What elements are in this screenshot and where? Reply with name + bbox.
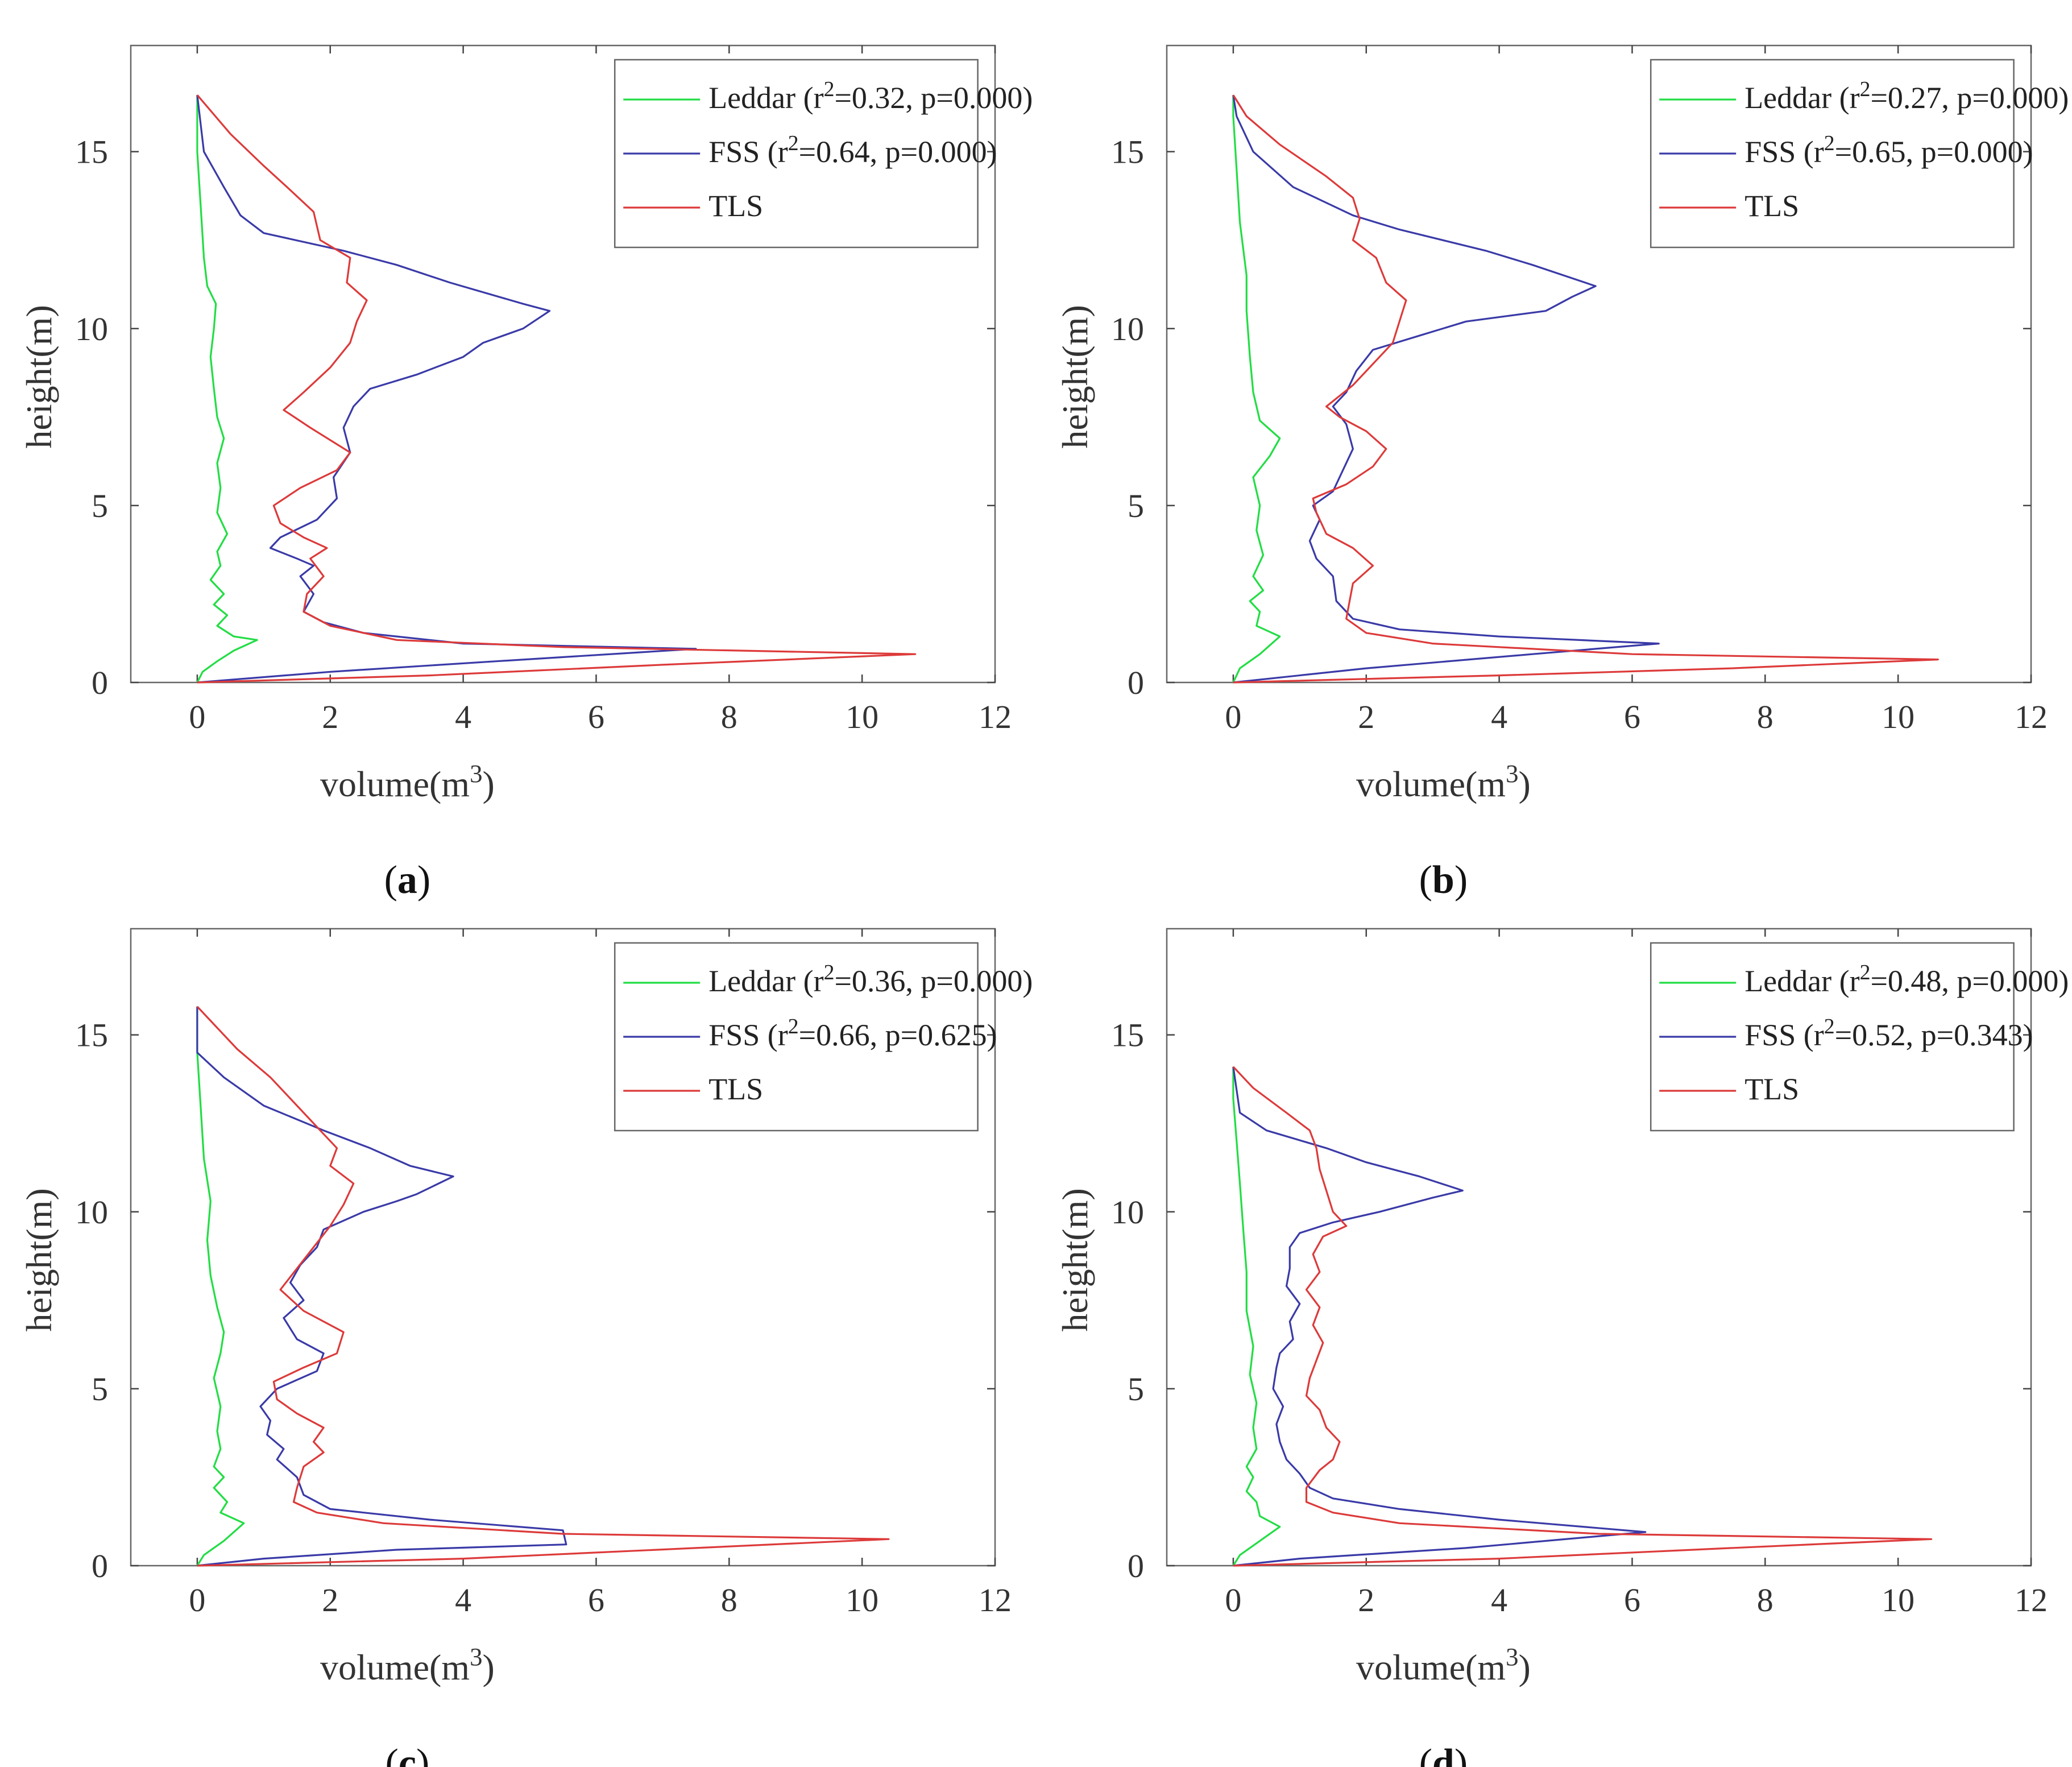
x-tick-label: 8 — [721, 698, 737, 735]
x-axis-title: volume(m3) — [320, 759, 495, 804]
x-tick-label: 8 — [1757, 1582, 1773, 1619]
series-line-leddar — [196, 1006, 245, 1566]
series-line-tls — [1232, 1066, 1933, 1567]
legend-label-leddar: Leddar (r2=0.36, p=0.000) — [708, 961, 1033, 998]
legend-label-leddar: Leddar (r2=0.32, p=0.000) — [708, 77, 1033, 115]
series-line-leddar — [196, 95, 258, 683]
series-line-leddar — [1232, 95, 1281, 683]
x-axis-title: volume(m3) — [1356, 1642, 1531, 1687]
y-tick-label: 0 — [1128, 664, 1144, 701]
subfigure-label: (b) — [1419, 858, 1468, 902]
y-tick-label: 0 — [92, 664, 108, 701]
x-tick-label: 0 — [189, 698, 205, 735]
x-tick-label: 0 — [1225, 698, 1241, 735]
chart-svg-d: 0 2 4 6 8 10 12 0 5 10 15 volume(m3) height(m) Leddar… — [1055, 928, 2069, 1767]
x-tick-label: 12 — [2015, 1582, 2048, 1619]
y-tick-label: 10 — [75, 1194, 108, 1231]
y-tick-label: 5 — [92, 1371, 108, 1408]
series-line-fss — [196, 1006, 567, 1567]
y-tick-label: 5 — [92, 487, 108, 524]
y-tick-label: 5 — [1128, 1371, 1144, 1408]
x-tick-label: 12 — [979, 698, 1012, 735]
series-line-leddar — [1232, 1066, 1281, 1566]
y-tick-label: 15 — [75, 1017, 108, 1054]
x-tick-label: 6 — [1624, 698, 1640, 735]
x-tick-label: 8 — [721, 1582, 737, 1619]
series-line-tls — [196, 1005, 890, 1567]
series-line-fss — [1232, 1066, 1647, 1567]
legend-label-tls: TLS — [708, 1072, 763, 1106]
plot-frame — [1166, 44, 2032, 684]
y-axis-title: height(m) — [1055, 1188, 1095, 1331]
x-axis-title: volume(m3) — [1356, 759, 1531, 804]
series-line-tls — [1232, 94, 1939, 684]
subfigure-label: (d) — [1419, 1741, 1468, 1767]
legend-label-fss: FSS (r2=0.52, p=0.343) — [1744, 1015, 2033, 1052]
legend-label-fss: FSS (r2=0.64, p=0.000) — [708, 131, 997, 169]
legend-label-fss: FSS (r2=0.65, p=0.000) — [1744, 131, 2033, 169]
y-axis-title: height(m) — [1055, 305, 1095, 448]
y-axis-title: height(m) — [19, 305, 59, 448]
x-tick-label: 10 — [846, 1582, 878, 1619]
x-tick-label: 10 — [846, 698, 878, 735]
legend-label-leddar: Leddar (r2=0.48, p=0.000) — [1744, 961, 2069, 998]
x-tick-label: 0 — [189, 1582, 205, 1619]
x-tick-label: 2 — [1358, 1582, 1374, 1619]
plot-frame — [1166, 928, 2032, 1567]
chart-svg-b: 0 2 4 6 8 10 12 0 5 10 15 volume(m3) height(m) Leddar… — [1055, 44, 2069, 902]
y-tick-label: 15 — [1111, 1017, 1144, 1054]
subfigure-label: (c) — [386, 1741, 430, 1767]
chart-panel-a: 0 2 4 6 8 10 12 0 5 10 15 volume(m3) height(m) Leddar… — [0, 0, 1036, 902]
legend-label-tls: TLS — [1744, 189, 1799, 223]
x-tick-label: 6 — [1624, 1582, 1640, 1619]
x-tick-label: 0 — [1225, 1582, 1241, 1619]
x-tick-label: 10 — [1882, 698, 1914, 735]
subfigure-label: (a) — [384, 858, 431, 902]
y-tick-label: 0 — [1128, 1547, 1144, 1584]
chart-svg-a: 0 2 4 6 8 10 12 0 5 10 15 volume(m3) height(m) Leddar… — [19, 44, 1033, 902]
x-tick-label: 2 — [1358, 698, 1374, 735]
y-tick-label: 0 — [92, 1547, 108, 1584]
x-tick-label: 12 — [2015, 698, 2048, 735]
x-tick-label: 6 — [588, 698, 604, 735]
x-tick-label: 4 — [455, 1582, 471, 1619]
legend-label-tls: TLS — [708, 189, 763, 223]
chart-panel-c: 0 2 4 6 8 10 12 0 5 10 15 volume(m3) height(m) Leddar… — [0, 883, 1036, 1767]
legend-label-leddar: Leddar (r2=0.27, p=0.000) — [1744, 77, 2069, 115]
chart-panel-b: 0 2 4 6 8 10 12 0 5 10 15 volume(m3) height(m) Leddar… — [1036, 0, 2072, 902]
y-tick-label: 15 — [1111, 134, 1144, 171]
chart-panel-d: 0 2 4 6 8 10 12 0 5 10 15 volume(m3) height(m) Leddar… — [1036, 883, 2072, 1767]
x-tick-label: 6 — [588, 1582, 604, 1619]
plot-frame — [130, 928, 996, 1567]
x-tick-label: 4 — [1491, 1582, 1507, 1619]
series-line-tls — [196, 94, 917, 684]
x-tick-label: 2 — [322, 698, 338, 735]
x-tick-label: 10 — [1882, 1582, 1914, 1619]
series-line-fss — [1232, 94, 1660, 684]
y-tick-label: 10 — [75, 311, 108, 347]
plot-frame — [130, 44, 996, 684]
x-tick-label: 8 — [1757, 698, 1773, 735]
legend-label-fss: FSS (r2=0.66, p=0.625) — [708, 1015, 997, 1052]
legend-label-tls: TLS — [1744, 1072, 1799, 1106]
x-tick-label: 4 — [455, 698, 471, 735]
y-tick-label: 5 — [1128, 487, 1144, 524]
x-tick-label: 12 — [979, 1582, 1012, 1619]
x-tick-label: 2 — [322, 1582, 338, 1619]
y-tick-label: 15 — [75, 134, 108, 171]
y-axis-title: height(m) — [19, 1188, 59, 1331]
x-axis-title: volume(m3) — [320, 1642, 495, 1687]
chart-svg-c: 0 2 4 6 8 10 12 0 5 10 15 volume(m3) height(m) Leddar… — [19, 928, 1033, 1767]
x-tick-label: 4 — [1491, 698, 1507, 735]
y-tick-label: 10 — [1111, 1194, 1144, 1231]
y-tick-label: 10 — [1111, 311, 1144, 347]
